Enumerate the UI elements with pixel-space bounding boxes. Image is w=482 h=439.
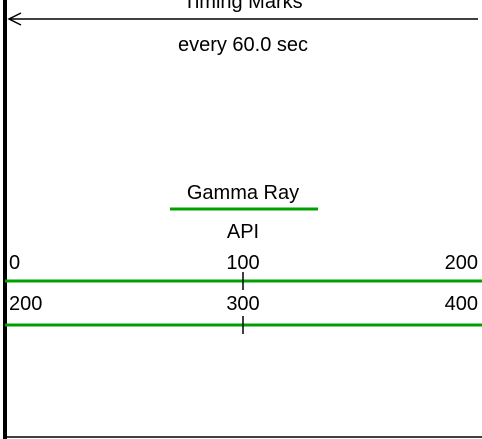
timing-title: Timing Marks <box>183 0 302 13</box>
scale-middle: 300 <box>226 293 259 315</box>
scale-left: 0 <box>9 252 20 274</box>
curve-unit: API <box>227 221 259 243</box>
scale-left: 200 <box>9 293 42 315</box>
scale-right: 400 <box>445 293 478 315</box>
arrow-head <box>7 12 22 26</box>
timing-interval: every 60.0 sec <box>178 34 308 56</box>
curve-name: Gamma Ray <box>187 182 299 204</box>
scale-middle: 100 <box>226 252 259 274</box>
scale-right: 200 <box>445 252 478 274</box>
